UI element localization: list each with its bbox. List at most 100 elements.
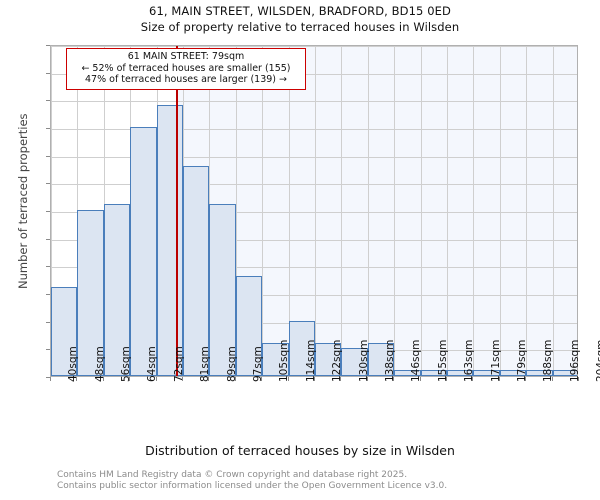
x-tick-label: 171sqm [489,339,502,382]
gridline-horizontal [51,212,577,213]
y-tick-mark [46,155,50,157]
annotation-box: 61 MAIN STREET: 79sqm ← 52% of terraced … [66,48,306,90]
x-tick-label: 179sqm [516,339,528,382]
chart-subtitle: Size of property relative to terraced ho… [140,20,460,34]
gridline-vertical [262,46,264,376]
histogram-bar [552,370,577,376]
x-tick-mark [208,377,210,381]
histogram-bar [77,210,104,376]
x-tick-mark [129,377,131,381]
gridline-horizontal [51,46,577,47]
x-tick-label: 114sqm [304,339,317,382]
x-tick-mark [525,377,527,381]
histogram-bar [103,204,131,376]
x-tick-mark [182,377,183,381]
x-tick-mark [102,377,104,381]
x-tick-label: 163sqm [463,339,476,382]
x-tick-mark [578,377,579,381]
gridline-vertical [473,46,475,376]
x-axis-title: Distribution of terraced houses by size … [145,443,455,458]
x-tick-label: 105sqm [278,339,291,382]
x-tick-mark [340,377,342,381]
x-tick-label: 97sqm [252,346,264,382]
gridline-vertical [288,46,290,376]
histogram-bar [288,320,315,376]
x-tick-label: 204sqm [595,339,600,382]
x-tick-mark [498,377,500,381]
chart-title: 61, MAIN STREET, WILSDEN, BRADFORD, BD15… [149,4,451,18]
x-tick-mark [261,377,263,381]
histogram-bar [473,370,500,376]
histogram-bar [156,104,183,376]
gridline-vertical [315,46,316,376]
gridline-vertical [394,46,396,376]
histogram-bar [262,342,289,376]
gridline-vertical [526,46,528,376]
annotation-line-1: 61 MAIN STREET: 79sqm [127,51,245,62]
annotation-line-2: ← 52% of terraced houses are smaller (15… [81,62,291,74]
gridline-horizontal [51,101,577,103]
histogram-bar [235,276,263,376]
histogram-bar [341,348,368,376]
gridline-horizontal [51,267,577,269]
y-tick-mark [46,128,50,129]
x-tick-label: 146sqm [410,339,423,382]
x-tick-label: 138sqm [384,339,396,382]
y-axis-title: Number of terraced properties [16,113,30,289]
x-tick-mark [314,377,315,381]
property-marker-line [176,46,179,376]
histogram-bar [315,342,342,376]
y-tick-mark [46,72,50,74]
gridline-vertical [499,46,501,376]
gridline-vertical [420,46,422,376]
y-tick-mark [46,45,50,46]
histogram-bar [51,287,78,376]
x-tick-label: 130sqm [357,339,370,382]
histogram-bar [526,370,553,376]
y-tick-mark [46,377,50,378]
histogram-bar [130,127,157,376]
footer-attribution: Contains HM Land Registry data © Crown c… [57,470,577,492]
x-tick-mark [472,377,474,381]
x-tick-mark [446,377,447,381]
histogram-bar [367,342,395,376]
histogram-bar [209,204,236,376]
gridline-horizontal [51,239,577,241]
gridline-vertical [235,46,237,376]
gridline-horizontal [51,295,577,296]
x-tick-label: 188sqm [542,339,555,382]
y-tick-mark [46,349,50,351]
footer-line-2: Contains public sector information licen… [57,481,448,491]
gridline-horizontal [51,73,577,75]
gridline-vertical [552,46,554,376]
histogram-bar [183,165,210,376]
x-tick-label: 56sqm [120,346,132,382]
x-tick-mark [551,377,553,381]
gridline-vertical [341,46,343,376]
x-tick-label: 155sqm [436,339,449,382]
y-tick-mark [46,211,50,212]
gridline-horizontal [51,129,577,130]
x-tick-mark [234,377,236,381]
x-tick-mark [419,377,421,381]
x-tick-mark [76,377,78,381]
x-tick-mark [287,377,289,381]
gridline-vertical [367,46,369,376]
gridline-vertical [51,46,52,376]
annotation-line-3: 47% of terraced houses are larger (139) … [85,74,287,85]
y-tick-mark [46,100,50,102]
y-tick-mark [46,266,50,268]
histogram-bar [447,370,474,376]
y-tick-mark [46,321,50,323]
gridline-horizontal [51,156,577,158]
x-tick-mark [155,377,157,381]
x-tick-mark [50,377,51,381]
histogram-bar [499,370,527,376]
footer-line-1: Contains HM Land Registry data © Crown c… [57,470,408,480]
y-tick-mark [46,294,50,295]
x-tick-label: 196sqm [568,339,581,382]
gridline-horizontal [51,184,577,186]
x-tick-mark [366,377,368,381]
histogram-bar [420,370,447,376]
plot-area [50,45,578,377]
